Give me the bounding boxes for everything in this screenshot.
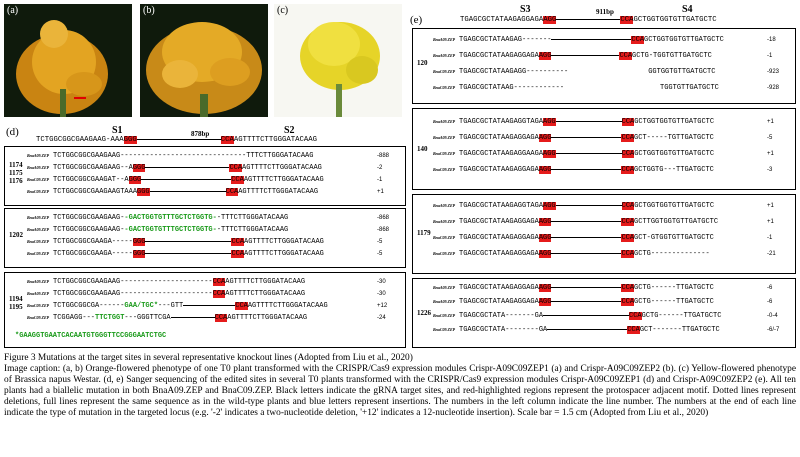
seq-row: BnaA09.ZEP TGAGCGCTATAAGAGGAGAAGG CCAGCTG-… bbox=[433, 298, 773, 306]
seq-row: BnaA09.ZEP TGAGCGCTATAAGAGGTAGAAGG CCAGCTG… bbox=[433, 118, 774, 126]
photo-b-label: (b) bbox=[143, 5, 155, 16]
seq-row: BnaC09.ZEP TGAGCGCTATAAGAGGAAGAAGG CCAGCTG… bbox=[433, 150, 774, 158]
photo-c: (c) bbox=[274, 4, 402, 117]
seq-row: BnaC09.ZEP TCTGGCGGCGAAGAT--AGGG CCAAGTTTT… bbox=[27, 176, 383, 184]
seq-row: BnaC09.ZEP TGAGCGCTATA--------GA CCAGCT---… bbox=[433, 326, 780, 334]
seq-row: BnaA09.ZEP TGAGCGCTATAAGAG------- CCAGCTGG… bbox=[433, 36, 776, 44]
seq-row: BnaA09.ZEP TGAGCGCTATAAGAGGAGAAGG CCAGCTG-… bbox=[433, 284, 773, 292]
seq-row: BnaA09.ZEP TCTGGCGGCGAAGAAG--GACTGGTGTTTG… bbox=[27, 214, 390, 222]
reference-seq-e: TGAGCGCTATAAGAGGAGAAGG CCAGCTGGTGGTGTTGAT… bbox=[460, 16, 717, 24]
photo-a-label: (a) bbox=[7, 5, 19, 16]
seq-row: BnaC09.ZEP TGAGCGCTATAAGAGGAGAAGG CCAGCTG-… bbox=[433, 250, 776, 258]
flower-cluster-yellow-c bbox=[274, 4, 402, 117]
seq-row: BnaC09.ZEP TGAGCGCTATAAGAGGAGAAGG CCAGCTGG… bbox=[433, 166, 773, 174]
panel-e-group-3: 1179 BnaA09.ZEP TGAGCGCTATAAGAGGTAGAAGG CC… bbox=[412, 194, 796, 274]
caption-title: Figure 3 Mutations at the target sites i… bbox=[4, 353, 413, 363]
insertion-note: *GAAGGTGAATCACAATGTGGGTTCCGGGAATCTGC bbox=[15, 332, 167, 340]
caption-body: Image caption: (a, b) Orange-flowered ph… bbox=[4, 363, 796, 418]
seq-row: BnaC09.ZEP TGAGCGCTATAAGAGGAGAAGG CCAGCT-G… bbox=[433, 234, 773, 242]
seq-row: BnaA09.ZEP TGAGCGCTATAAGAGGAGAAGG CCAGCTTG… bbox=[433, 218, 774, 226]
seq-row: BnaA09.ZEP TCTGGCGGCGAAGAAG--------------… bbox=[27, 290, 386, 298]
site-s1-label: S1 bbox=[112, 125, 123, 136]
seq-row: BnaA09.ZEP TCTGGCGGCGAAGAAG--GACTGGTGTTTG… bbox=[27, 226, 390, 234]
reference-seq-d: TCTGGCGGCGAAGAAG-AAAGGG CCAAGTTTTCTTGGGAT… bbox=[36, 136, 318, 144]
line-number: 1226 bbox=[417, 309, 431, 317]
seq-row: BnaC09.ZEP TCTGGCGGCGAAGA-----GGG CCAAGTTT… bbox=[27, 238, 383, 246]
gap-label-d: 878bp bbox=[191, 130, 210, 138]
site-s4-label: S4 bbox=[682, 4, 693, 15]
line-number: 1174 1175 1176 bbox=[9, 161, 23, 185]
panel-e-tag: (e) bbox=[410, 14, 423, 26]
seq-row: BnaA09.ZEP TGAGCGCTATAAGAGGAGAAGG CCAGCT--… bbox=[433, 134, 773, 142]
line-number: 120 bbox=[417, 59, 428, 67]
panel-d-group-3: 1194 1195 BnaA09.ZEP TCTGGCGGCGAAGAAG----… bbox=[4, 272, 406, 348]
line-number: 1194 1195 bbox=[9, 295, 23, 311]
seq-row: BnaC09.ZEP TCTGGCGGCGAAGA-----GGG CCAAGTTT… bbox=[27, 250, 383, 258]
line-number: 1202 bbox=[9, 231, 23, 239]
seq-row: BnaA09.ZEP TGAGCGCTATAAGAGGTAGAAGG CCAGCTG… bbox=[433, 202, 774, 210]
flower-cluster-orange-b bbox=[140, 4, 268, 117]
site-s2-label: S2 bbox=[284, 125, 295, 136]
seq-row: BnaC09.ZEP TGAGCGCTATA-------GA CCAGCTG---… bbox=[433, 312, 778, 320]
gap-label-e: 911bp bbox=[596, 8, 614, 16]
site-s3-label: S3 bbox=[520, 4, 531, 15]
photo-b: (b) bbox=[140, 4, 268, 117]
seq-row: BnaC09.ZEP TCTGGCGGCGAAGAAGTAAAGGG CCAAGTT… bbox=[27, 188, 384, 196]
figure-caption: Figure 3 Mutations at the target sites i… bbox=[4, 353, 796, 418]
panel-e-group-2: 140 BnaA09.ZEP TGAGCGCTATAAGAGGTAGAAGG CCA… bbox=[412, 108, 796, 190]
seq-row: BnaC09.ZEP TCGGAGG---TTCTGGT---GGGTTCGA CC… bbox=[27, 314, 386, 322]
panel-e-group-1: 120 BnaA09.ZEP TGAGCGCTATAAGAG------- CCAG… bbox=[412, 28, 796, 104]
panel-d-tag: (d) bbox=[6, 126, 19, 138]
photo-c-label: (c) bbox=[277, 5, 289, 16]
line-number: 140 bbox=[417, 145, 428, 153]
panel-e-group-4: 1226 BnaA09.ZEP TGAGCGCTATAAGAGGAGAAGG CCA… bbox=[412, 278, 796, 348]
scale-bar bbox=[74, 97, 86, 99]
seq-row: BnaA09.ZEP TCTGGCGGCGAAGAAG--------------… bbox=[27, 278, 386, 286]
seq-row: BnaA09.ZEP TGAGCGCTATAAGAGGAGAAGG CCAGCTG-… bbox=[433, 52, 773, 60]
panel-d-group-1: 1174 1175 1176 BnaA09.ZEP TCTGGCGGCGAAGAA… bbox=[4, 146, 406, 206]
seq-row: BnaC09.ZEP TGAGCGCTATAAG------------ TGGTG… bbox=[433, 84, 780, 92]
seq-row: BnaA09.ZEP TCTGGCGGCGAAGAAG--------------… bbox=[27, 152, 390, 160]
line-number: 1179 bbox=[417, 229, 431, 237]
panel-d-group-2: 1202 BnaA09.ZEP TCTGGCGGCGAAGAAG--GACTGGT… bbox=[4, 208, 406, 268]
seq-row: BnaC09.ZEP TCTGGCGGCGA------GAA/TGC*---GT… bbox=[27, 302, 388, 310]
photo-a: (a) bbox=[4, 4, 132, 117]
flower-cluster-orange-a bbox=[4, 4, 132, 117]
seq-row: BnaA09.ZEP TCTGGCGGCGAAGAAG--AGGG CCAAGTTT… bbox=[27, 164, 383, 172]
seq-row: BnaC09.ZEP TGAGCGCTATAAGAGG---------- GGTG… bbox=[433, 68, 780, 76]
